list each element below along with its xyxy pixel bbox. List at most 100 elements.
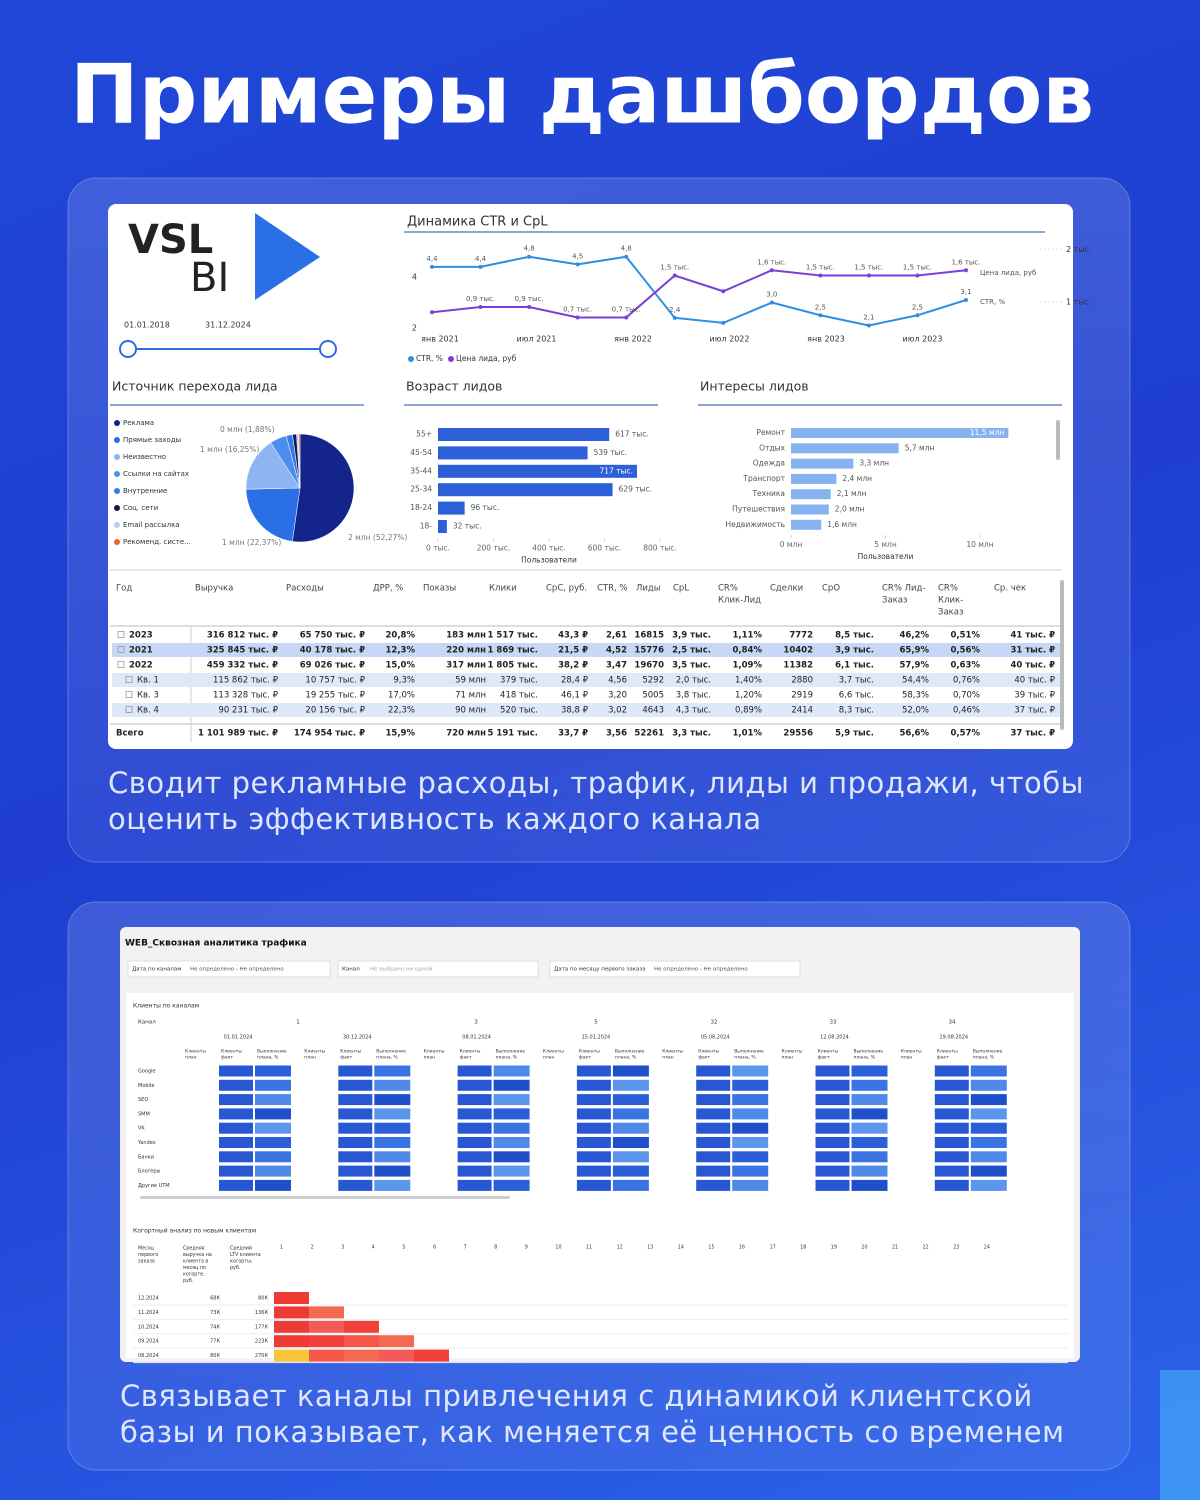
decor-cube [1160,1370,1200,1500]
cell [576,1094,611,1106]
filter-value: Не определено - Не определено [190,967,284,973]
slide-title: Примеры дашбордов [70,47,1094,142]
table-cell: 0,76% [953,676,980,686]
series-point [915,313,920,318]
category-label: 25-34 [410,485,432,494]
table-cell: 10 757 тыс. ₽ [305,676,365,686]
table-cell: 5005 [642,691,664,701]
cell [457,1137,492,1148]
legend-dot [114,488,120,494]
week-date: 30.12.2024 [343,1035,372,1041]
scrollbar [140,1196,510,1199]
cell [815,1179,850,1191]
channel-name: Mobile [138,1083,154,1089]
row-highlight [112,643,1062,657]
table-cell: 3,20 [608,691,627,701]
section-title: Интересы лидов [700,379,809,394]
date-from: 01.01.2018 [124,321,170,330]
x-tick-label: янв 2021 [421,335,459,344]
table-cell: 10402 [783,646,813,656]
filter-box [337,960,539,978]
data-label: 0,9 тыс. [515,295,544,303]
cell [338,1094,373,1106]
pie-slice [245,442,301,490]
cohort-value: 74К [210,1324,220,1330]
table-cell: 90 млн [455,706,486,716]
data-label: 3,1 [960,288,971,296]
caption-line: оценить эффективность каждого канала [108,802,762,836]
data-label: 1,5 тыс. [903,264,932,272]
bar [438,501,465,515]
table-cell: 2414 [791,706,813,716]
table-cell: 1,01% [733,729,763,739]
table-cell: 0,51% [951,631,981,641]
legend-dot [114,437,120,443]
cohort-value: 136К [255,1310,269,1316]
cell [493,1065,530,1077]
legend-label: Реклама [123,419,154,427]
cell [576,1065,611,1077]
category-label: Недвижимость [725,520,785,529]
column-header: LTV клиента [230,1252,261,1258]
cell [696,1122,731,1134]
period-header: 24 [984,1245,990,1251]
x-tick-label: 0 тыс. [426,543,450,552]
logo-icon [255,213,320,300]
table-cell: 520 тыс. [500,706,538,716]
metric-header: плана, % [973,1055,995,1061]
table-cell: 459 332 тыс. ₽ [207,661,278,671]
table-cell: 37 тыс. ₽ [1010,729,1055,739]
table-header: Показы [423,584,456,594]
table-cell: 0,70% [953,691,980,701]
cell [576,1151,611,1163]
table-cell: 15776 [634,646,664,656]
legend-dot [114,471,120,477]
series-point [721,320,726,325]
period-header: 6 [433,1245,436,1251]
metric-header: план [304,1056,316,1061]
filter-label: Дата по каналам [132,967,181,973]
cell [612,1165,649,1177]
series-point [818,273,823,278]
table-cell: 115 862 тыс. ₽ [213,676,279,686]
data-label: 96 тыс. [471,503,500,512]
table-cell: 46,1 ₽ [561,691,589,701]
metric-header: факт [221,1055,233,1061]
table-cell: 2919 [791,691,813,701]
heat-cell [379,1349,414,1362]
cell [374,1094,411,1106]
period-header: 20 [861,1245,867,1251]
cell [732,1137,769,1148]
x-tick-label: 0 млн [780,540,803,549]
table-cell: 1 805 тыс. [488,661,538,671]
week-date: 01.01.2024 [224,1035,253,1041]
table-cell: 40 178 тыс. ₽ [300,646,365,656]
cell [815,1094,850,1106]
table-cell: 4,56 [608,676,627,686]
series-point [527,305,532,309]
cell [696,1165,731,1177]
x-tick-label: янв 2022 [614,335,652,344]
cell [934,1079,969,1091]
table-header: CR% [938,584,958,594]
metric-header: факт [818,1055,830,1061]
table-cell: 1,20% [735,691,762,701]
period-header: 18 [800,1245,806,1251]
cell [457,1165,492,1177]
table-cell: 52261 [634,729,664,739]
table-cell: 59 млн [455,676,486,686]
data-label: 0,7 тыс. [563,306,592,314]
legend-label: CTR, % [416,354,443,363]
table-cell: 2023 [129,631,153,641]
cell [934,1065,969,1077]
category-label: 45-54 [410,448,432,457]
table-cell: 43,3 ₽ [558,631,588,641]
cell [219,1094,253,1106]
table-header: CR% [718,584,738,594]
metric-header: плана, % [257,1055,279,1061]
table-cell: 65 750 тыс. ₽ [300,631,365,641]
cell [374,1065,411,1077]
x-tick-label: июл 2023 [903,335,943,344]
filter-label: Канал [342,967,360,973]
